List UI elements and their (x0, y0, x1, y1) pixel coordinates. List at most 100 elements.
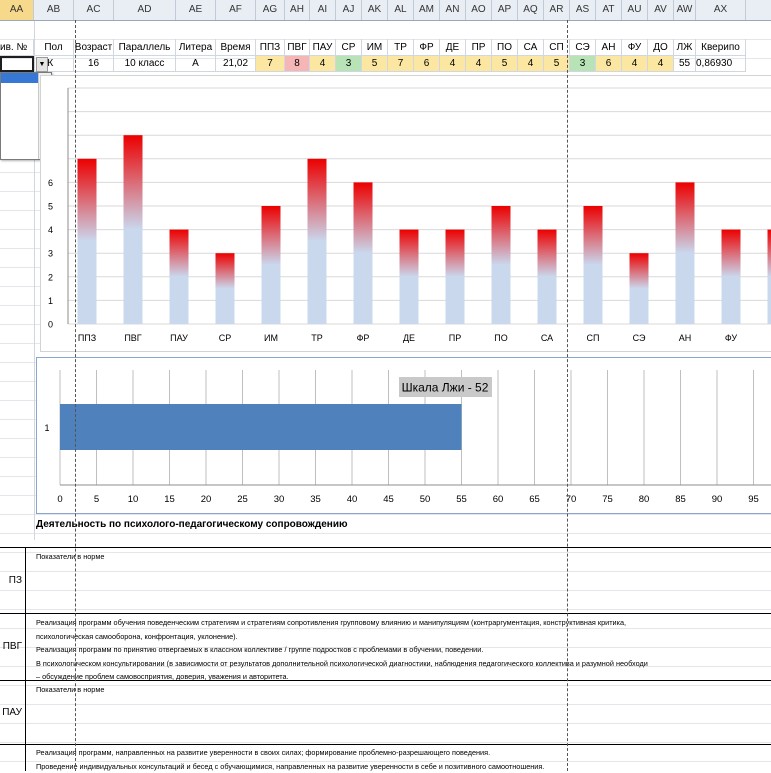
header-cell[interactable]: ЛЖ (674, 39, 696, 56)
column-header-as[interactable]: AS (570, 0, 596, 20)
x-tick-label: 5 (94, 494, 99, 505)
column-header-ad[interactable]: AD (114, 0, 176, 20)
column-header-al[interactable]: AL (388, 0, 414, 20)
data-cell[interactable]: 5 (362, 56, 388, 72)
column-header-au[interactable]: AU (622, 0, 648, 20)
data-cell[interactable]: 16 (74, 56, 114, 72)
header-cell[interactable]: Возраст (74, 39, 114, 56)
y-tick-label: 1 (44, 423, 49, 433)
x-tick-label: 50 (420, 494, 431, 505)
data-cell[interactable]: 5 (492, 56, 518, 72)
data-cell[interactable]: 4 (440, 56, 466, 72)
dropdown-arrow-icon[interactable]: ▼ (36, 57, 48, 72)
header-cell[interactable]: ПО (492, 39, 518, 56)
data-cell[interactable]: 6 (596, 56, 622, 72)
header-cell[interactable]: ДО (648, 39, 674, 56)
section-title: Деятельность по психолого-педагогическом… (36, 519, 348, 530)
x-tick-label: ПР (449, 333, 461, 343)
data-cell[interactable]: 10 класс (114, 56, 176, 72)
header-cell[interactable]: ив. № (0, 39, 34, 56)
column-header-ac[interactable]: AC (74, 0, 114, 20)
header-cell[interactable]: Параллель (114, 39, 176, 56)
data-cell[interactable]: 0,86930 (696, 56, 746, 72)
header-cell[interactable]: ППЗ (256, 39, 285, 56)
column-header-af[interactable]: AF (216, 0, 256, 20)
data-cell[interactable]: 7 (388, 56, 414, 72)
column-header-av[interactable]: AV (648, 0, 674, 20)
header-cell[interactable]: Кверипо (696, 39, 746, 56)
x-tick-label: 15 (164, 494, 175, 505)
header-cell[interactable]: СЭ (570, 39, 596, 56)
column-header-ao[interactable]: AO (466, 0, 492, 20)
column-header-aw[interactable]: AW (674, 0, 696, 20)
header-cell[interactable]: ПВГ (285, 39, 310, 56)
header-cell[interactable]: АН (596, 39, 622, 56)
column-header-ax[interactable]: AX (696, 0, 746, 20)
x-tick-label: АН (679, 333, 692, 343)
active-cell[interactable] (0, 56, 34, 72)
column-header-ai[interactable]: AI (310, 0, 336, 20)
table-vertical-line (25, 547, 26, 771)
dropdown-selected-item[interactable] (1, 73, 38, 83)
data-cell[interactable]: 4 (310, 56, 336, 72)
header-cell[interactable]: ТР (388, 39, 414, 56)
data-cell[interactable]: 7 (256, 56, 285, 72)
header-cell[interactable]: ДЕ (440, 39, 466, 56)
column-header-am[interactable]: AM (414, 0, 440, 20)
header-cell[interactable]: ФУ (622, 39, 648, 56)
data-cell[interactable]: 4 (648, 56, 674, 72)
bar-пр (446, 230, 465, 324)
column-header-ae[interactable]: AE (176, 0, 216, 20)
column-header-ah[interactable]: AH (285, 0, 310, 20)
header-cell[interactable]: ПР (466, 39, 492, 56)
x-tick-label: 20 (201, 494, 212, 505)
header-cell[interactable]: СР (336, 39, 362, 56)
data-cell[interactable]: 21,02 (216, 56, 256, 72)
column-header-aa[interactable]: AA (0, 0, 34, 20)
column-header-at[interactable]: AT (596, 0, 622, 20)
data-cell[interactable]: 4 (518, 56, 544, 72)
header-cell[interactable]: Время (216, 39, 256, 56)
data-cell[interactable]: 6 (414, 56, 440, 72)
y-tick-label: 6 (48, 178, 53, 188)
column-header-ar[interactable]: AR (544, 0, 570, 20)
header-cell[interactable]: ИМ (362, 39, 388, 56)
column-header-aq[interactable]: AQ (518, 0, 544, 20)
bar-lie-scale (60, 404, 462, 450)
x-tick-label: 85 (675, 494, 686, 505)
bar-фу (722, 230, 741, 324)
x-tick-label: 95 (748, 494, 759, 505)
data-cell[interactable]: А (176, 56, 216, 72)
header-cell[interactable]: ФР (414, 39, 440, 56)
data-cell[interactable]: 4 (622, 56, 648, 72)
table-divider (0, 744, 771, 745)
description-line: – обсуждение проблем самовосприятия, дов… (36, 670, 771, 684)
column-header-ag[interactable]: AG (256, 0, 285, 20)
column-header-ap[interactable]: AP (492, 0, 518, 20)
bar-ппз (78, 159, 97, 324)
x-tick-label: ДЕ (403, 333, 415, 343)
column-header-ab[interactable]: AB (34, 0, 74, 20)
data-cell[interactable]: 3 (570, 56, 596, 72)
x-tick-label: 10 (128, 494, 139, 505)
bar-им (262, 206, 281, 324)
header-cell[interactable]: Пол (34, 39, 74, 56)
data-cell[interactable]: 8 (285, 56, 310, 72)
data-cell[interactable]: 55 (674, 56, 696, 72)
column-header-aj[interactable]: AJ (336, 0, 362, 20)
data-cell[interactable]: 3 (336, 56, 362, 72)
column-header-an[interactable]: AN (440, 0, 466, 20)
bar-д (768, 230, 771, 324)
data-cell[interactable]: 4 (466, 56, 492, 72)
header-cell[interactable]: ПАУ (310, 39, 336, 56)
header-cell[interactable]: СА (518, 39, 544, 56)
column-header-ak[interactable]: AK (362, 0, 388, 20)
header-cell[interactable]: Литера (176, 39, 216, 56)
x-tick-label: ПВГ (124, 333, 141, 343)
x-tick-label: 80 (639, 494, 650, 505)
x-tick-label: 60 (493, 494, 504, 505)
